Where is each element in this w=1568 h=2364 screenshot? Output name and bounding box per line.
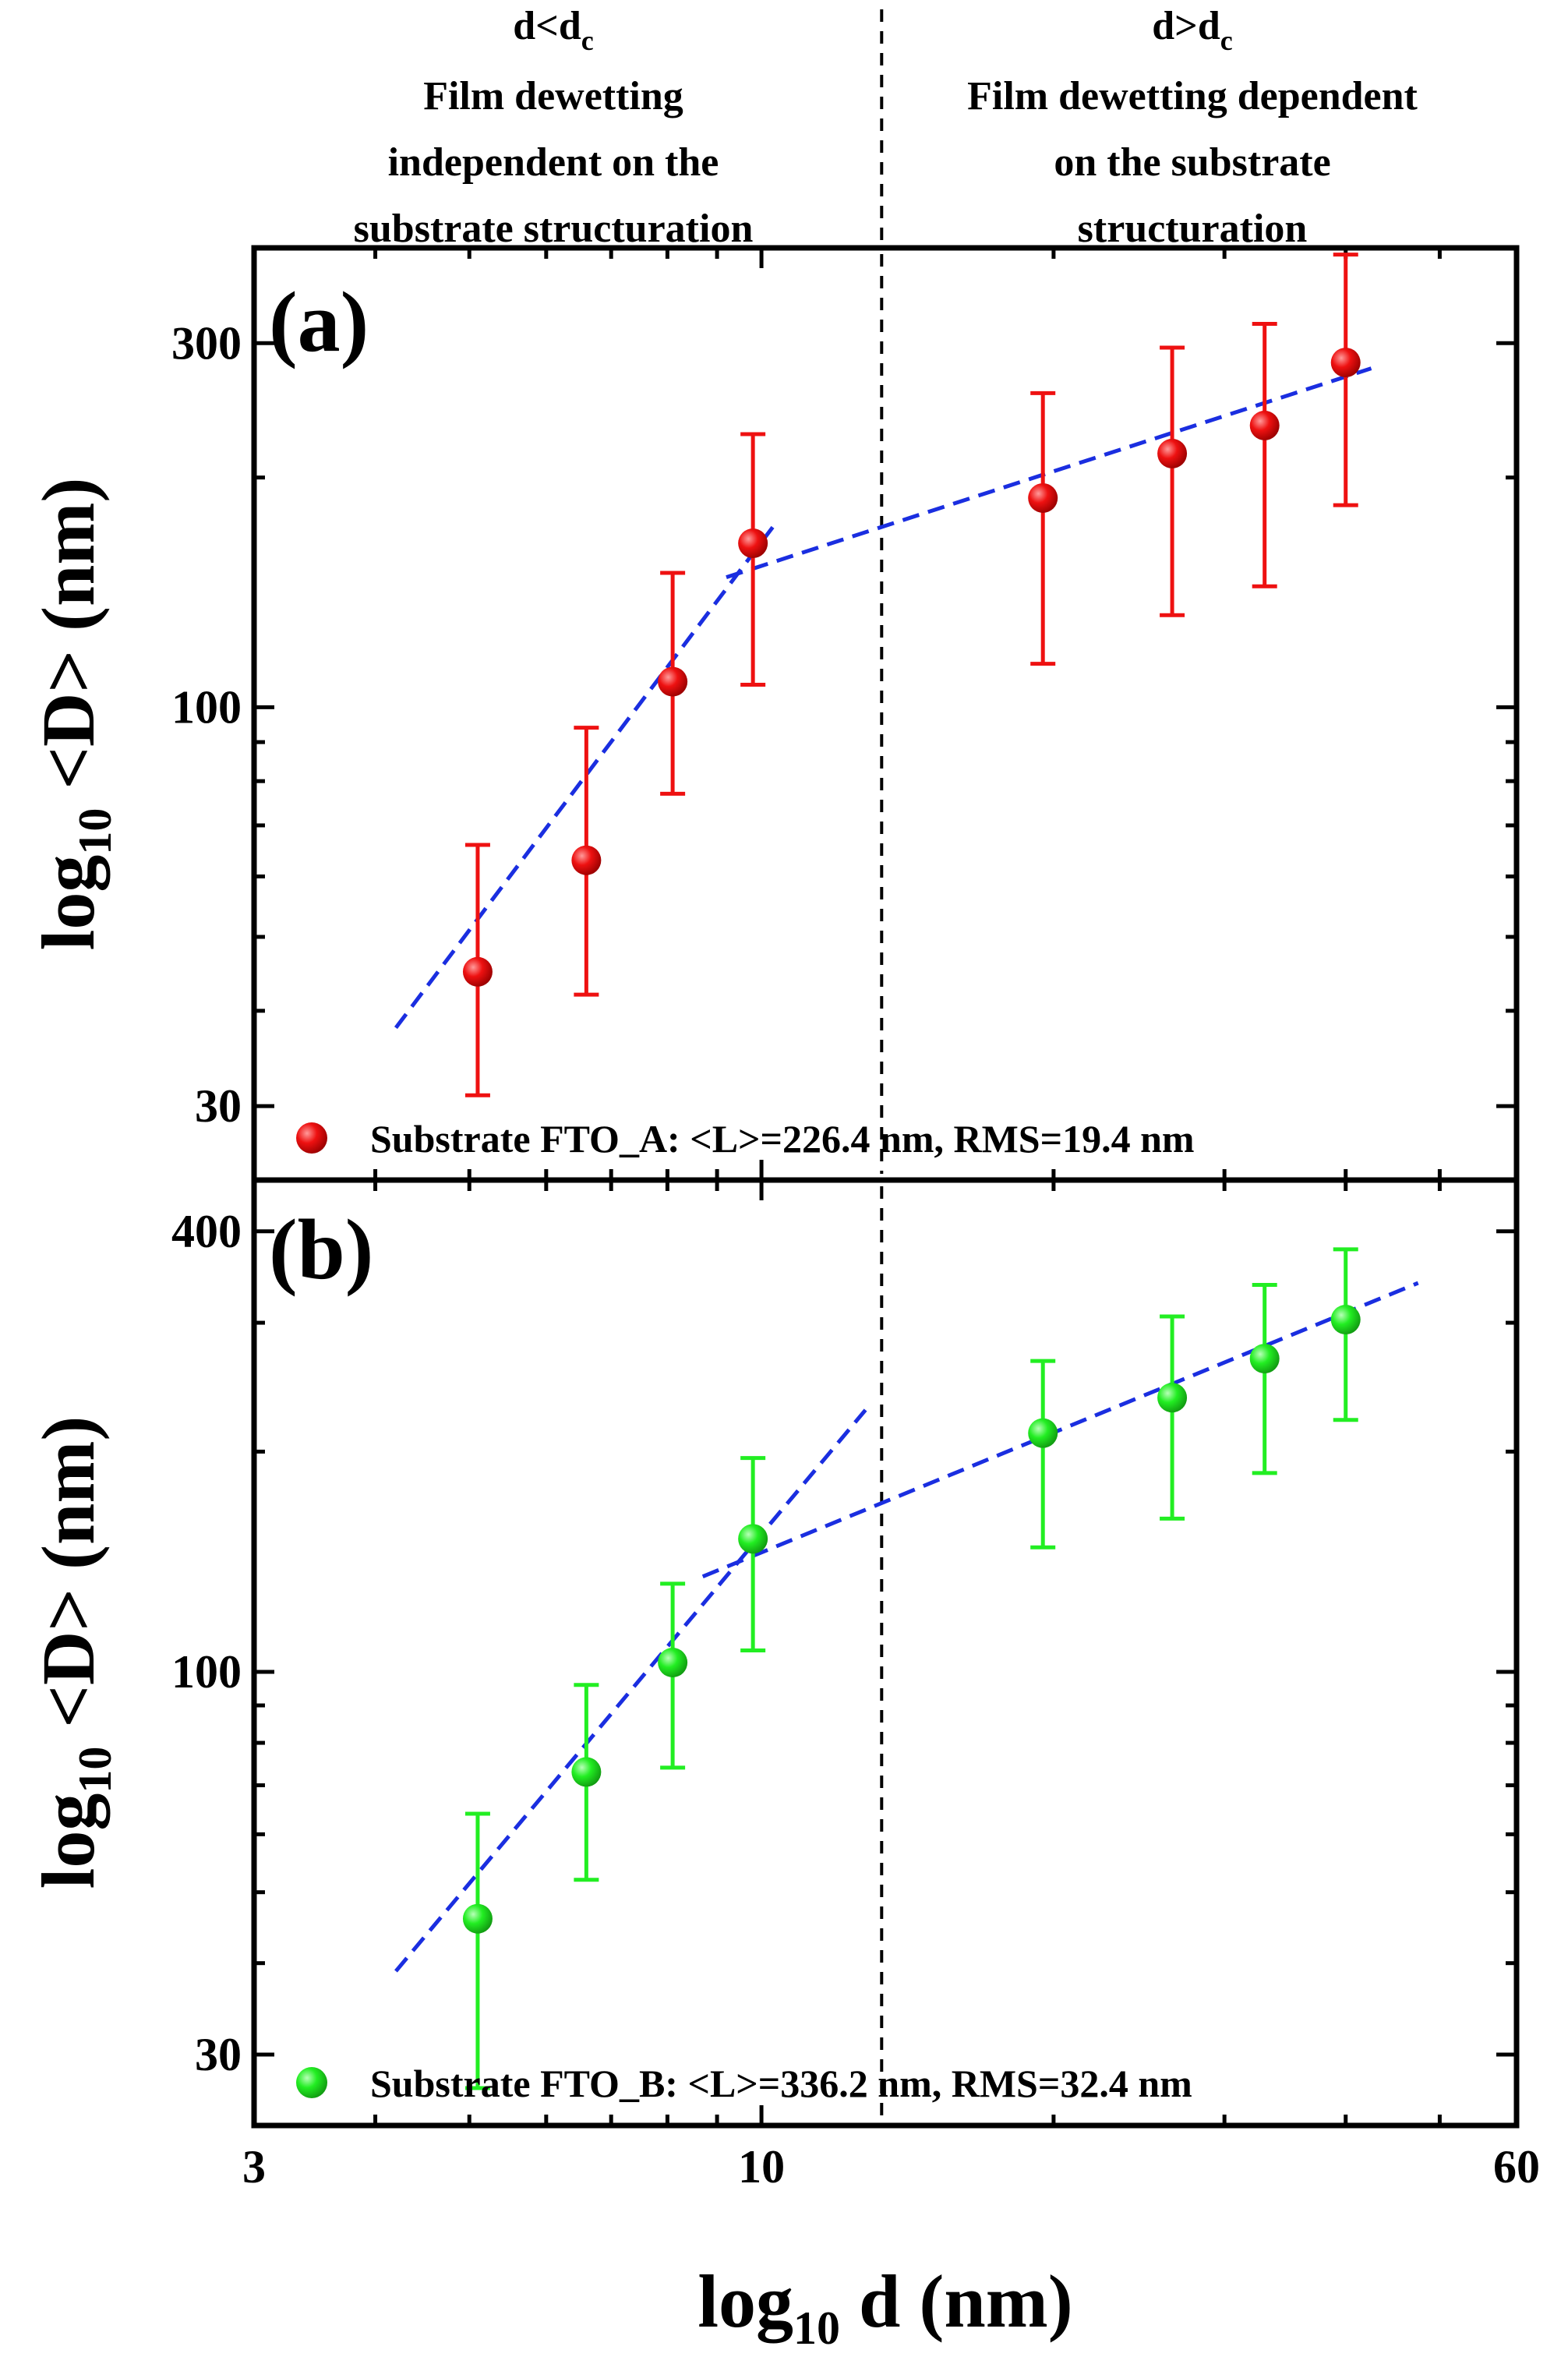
panel-a-points <box>462 348 1361 987</box>
data-point <box>1028 482 1058 513</box>
panel-a-frame <box>251 245 1520 1183</box>
panel-a: (a) Substrate FTO_A: <L>=226.4 nm, RMS=1… <box>26 9 1520 1183</box>
y-tick-label: 30 <box>195 1080 242 1132</box>
data-point <box>571 845 602 875</box>
x-tick-label: 10 <box>738 2141 785 2193</box>
y-tick-label: 300 <box>171 317 242 369</box>
x-tick-label: 3 <box>242 2141 266 2193</box>
panel-b-legend: Substrate FTO_B: <L>=336.2 nm, RMS=32.4 … <box>296 2062 1192 2105</box>
data-point <box>1330 348 1361 378</box>
header-left: d<dc Film dewetting independent on the s… <box>354 4 754 251</box>
data-point <box>1249 410 1280 440</box>
header-left-line3: independent on the <box>388 140 719 185</box>
header-right-line2: Film dewetting dependent <box>967 74 1418 118</box>
panel-b-legend-marker <box>296 2067 327 2098</box>
panel-a-ylabel: log10 <D> (nm) <box>26 478 121 951</box>
data-point <box>462 1903 493 1934</box>
panel-a-ytick-labels: 30 100 300 <box>171 317 242 1132</box>
header-left-line1: d<dc <box>513 4 593 56</box>
panel-a-legend-text: Substrate FTO_A: <L>=226.4 nm, RMS=19.4 … <box>370 1117 1195 1161</box>
header-left-line2: Film dewetting <box>423 74 683 118</box>
x-tick-label: 60 <box>1493 2141 1540 2193</box>
fit-line <box>394 1408 867 1973</box>
header-left-line4: substrate structuration <box>354 207 754 251</box>
x-axis-label: log10 d (nm) <box>697 2260 1072 2354</box>
data-point <box>1330 1305 1361 1335</box>
y-tick-label: 100 <box>171 681 242 733</box>
panel-a-legend-marker <box>296 1122 327 1154</box>
data-point <box>571 1757 602 1787</box>
fit-line <box>701 1281 1419 1578</box>
header-right: d>dc Film dewetting dependent on the sub… <box>967 4 1418 251</box>
panel-b-ytick-labels: 30 100 400 <box>171 1206 242 2080</box>
panel-b-ylabel: log10 <D> (nm) <box>26 1416 121 1889</box>
panel-a-label: (a) <box>269 274 369 369</box>
data-point <box>462 956 493 987</box>
panel-b-fits <box>394 1281 1419 1973</box>
data-point <box>738 528 768 559</box>
data-point <box>738 1524 768 1554</box>
y-tick-label: 30 <box>195 2029 242 2080</box>
data-point <box>1028 1418 1058 1448</box>
data-point <box>1157 438 1188 468</box>
data-point <box>658 666 688 697</box>
data-point <box>1157 1383 1188 1413</box>
panel-b-legend-text: Substrate FTO_B: <L>=336.2 nm, RMS=32.4 … <box>370 2062 1192 2105</box>
data-point <box>658 1648 688 1678</box>
panel-b-points <box>462 1305 1361 1934</box>
header-right-line1: d>dc <box>1152 4 1232 56</box>
panel-b: (b) Substrate FTO_B: <L>=336.2 nm, RMS=3… <box>26 1177 1520 2129</box>
y-tick-label: 100 <box>171 1646 242 1698</box>
header-right-line3: on the substrate <box>1054 140 1330 185</box>
header-right-line4: structuration <box>1078 207 1308 251</box>
panel-b-frame <box>251 1177 1520 2129</box>
data-point <box>1249 1344 1280 1374</box>
panel-a-error-bars <box>464 253 1358 1097</box>
y-tick-label: 400 <box>171 1206 242 1257</box>
x-tick-labels: 3 10 60 <box>242 2141 1540 2193</box>
panel-b-error-bars <box>464 1247 1358 2090</box>
panel-b-label: (b) <box>269 1202 373 1297</box>
panel-b-ticks <box>252 1180 1519 2125</box>
panel-a-legend: Substrate FTO_A: <L>=226.4 nm, RMS=19.4 … <box>296 1117 1195 1161</box>
fit-line <box>726 366 1372 580</box>
panel-a-ticks <box>252 248 1519 1180</box>
panel-a-fits <box>394 366 1372 1030</box>
